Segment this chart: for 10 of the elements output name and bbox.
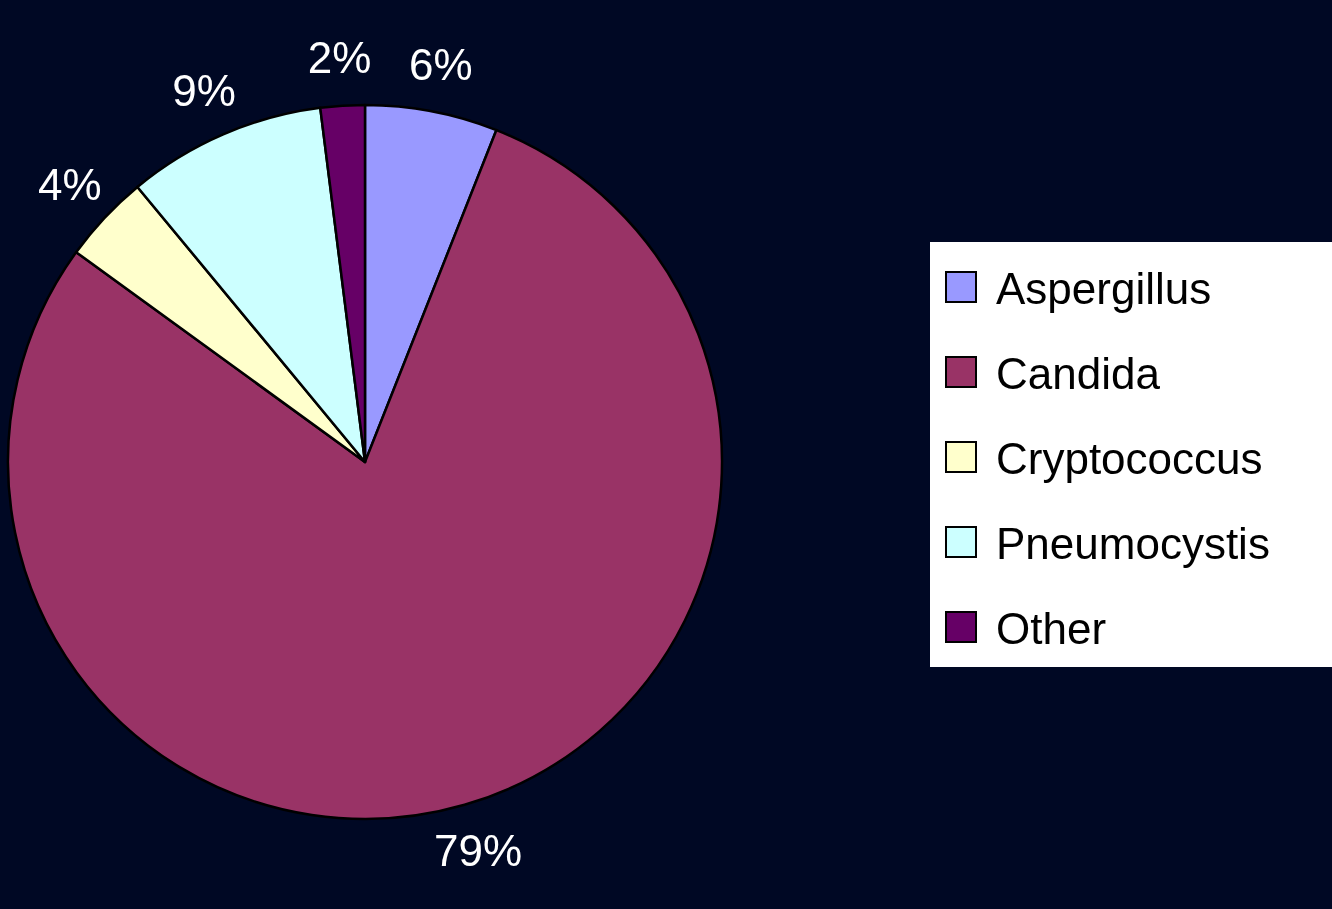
legend-label: Cryptococcus: [996, 433, 1263, 483]
legend-label: Other: [996, 603, 1107, 653]
data-label: 4%: [37, 160, 102, 210]
legend-label: Aspergillus: [996, 263, 1212, 313]
data-label: 9%: [172, 65, 236, 115]
legend-label: Pneumocystis: [996, 518, 1270, 568]
data-label: 79%: [433, 826, 523, 876]
data-label: 6%: [409, 39, 473, 89]
data-label: 2%: [307, 33, 372, 83]
legend-label: Candida: [996, 348, 1161, 398]
